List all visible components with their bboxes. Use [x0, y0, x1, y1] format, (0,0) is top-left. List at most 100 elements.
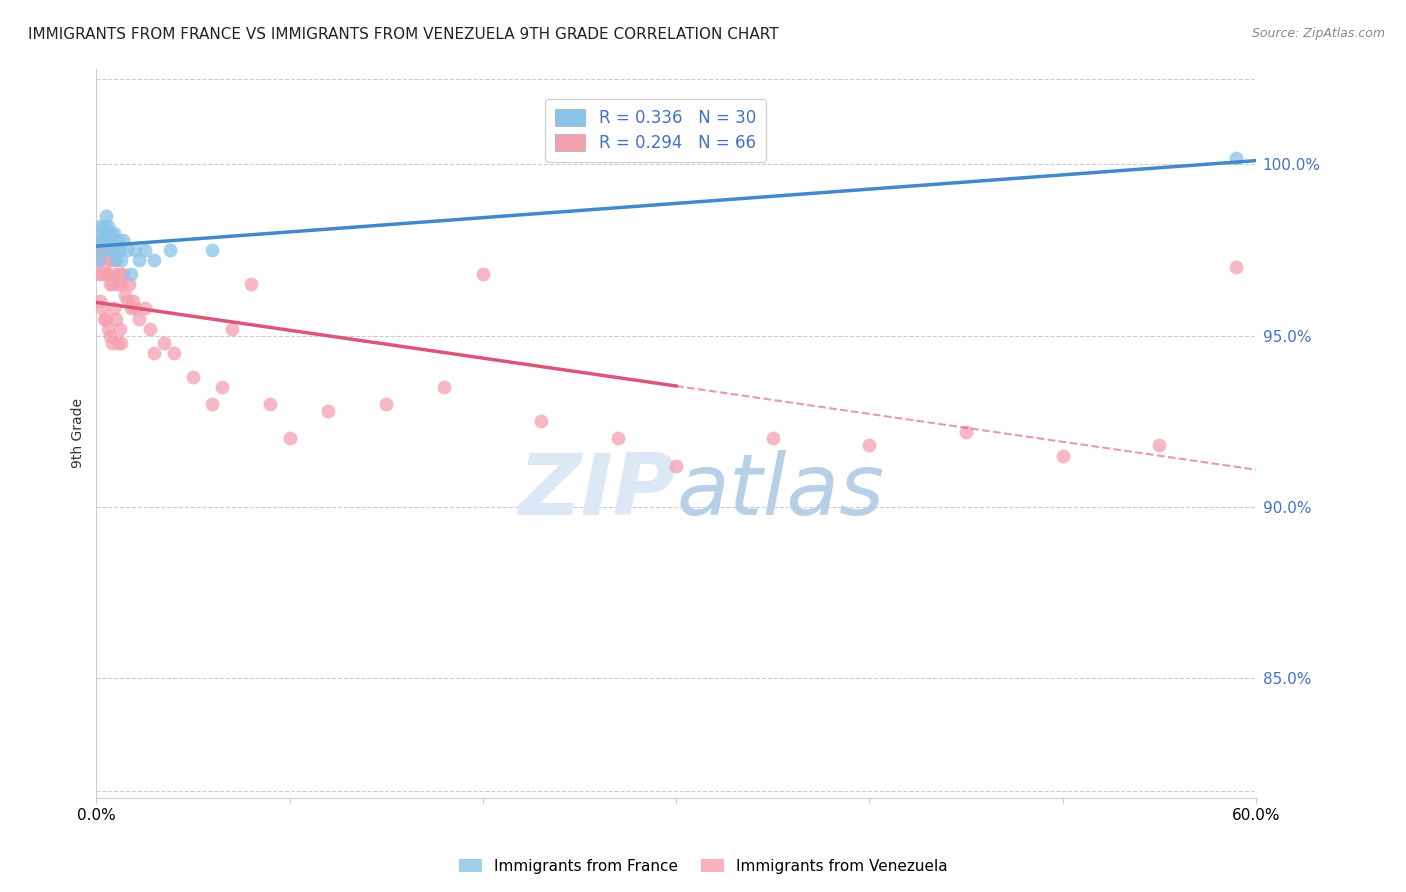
Point [104, 311, 127, 326]
Point [128, 311, 150, 326]
Point [89, 233, 111, 247]
Point [471, 267, 494, 281]
Point [221, 322, 243, 336]
Point [104, 243, 127, 257]
Point [98, 328, 121, 343]
Point [101, 335, 124, 350]
Point [89, 253, 111, 268]
Point [87, 243, 110, 257]
Point [107, 233, 129, 247]
Point [117, 243, 139, 257]
Point [163, 346, 186, 360]
Point [124, 301, 146, 316]
Point [97, 267, 120, 281]
Point [103, 253, 125, 268]
Point [97, 322, 120, 336]
Point [98, 277, 121, 292]
Point [97, 219, 120, 233]
Point [94, 311, 117, 326]
Point [108, 243, 131, 257]
Legend: Immigrants from France, Immigrants from Venezuela: Immigrants from France, Immigrants from … [453, 853, 953, 880]
Point [93, 233, 115, 247]
Text: IMMIGRANTS FROM FRANCE VS IMMIGRANTS FROM VENEZUELA 9TH GRADE CORRELATION CHART: IMMIGRANTS FROM FRANCE VS IMMIGRANTS FRO… [28, 27, 779, 42]
Point [91, 243, 114, 257]
Point [104, 267, 127, 281]
Text: Source: ZipAtlas.com: Source: ZipAtlas.com [1251, 27, 1385, 40]
Point [201, 243, 224, 257]
Point [159, 243, 181, 257]
Point [107, 277, 129, 292]
Point [762, 432, 785, 446]
Point [128, 253, 150, 268]
Point [101, 277, 124, 292]
Point [94, 243, 117, 257]
Point [89, 233, 111, 247]
Point [107, 335, 129, 350]
Point [97, 233, 120, 247]
Point [87, 267, 110, 281]
Point [120, 301, 142, 316]
Point [103, 226, 125, 240]
Point [98, 253, 121, 268]
Point [94, 226, 117, 240]
Point [316, 404, 339, 418]
Point [122, 294, 145, 309]
Point [955, 425, 977, 439]
Point [134, 243, 156, 257]
Y-axis label: 9th Grade: 9th Grade [72, 399, 86, 468]
Point [108, 322, 131, 336]
Point [94, 267, 117, 281]
Point [259, 397, 281, 411]
Point [1147, 438, 1170, 452]
Point [665, 458, 688, 473]
Point [98, 243, 121, 257]
Legend: R = 0.336   N = 30, R = 0.294   N = 66: R = 0.336 N = 30, R = 0.294 N = 66 [546, 99, 766, 161]
Point [118, 277, 141, 292]
Point [108, 267, 131, 281]
Point [110, 253, 132, 268]
Point [239, 277, 262, 292]
Point [91, 226, 114, 240]
Point [89, 219, 111, 233]
Point [101, 233, 124, 247]
Point [134, 301, 156, 316]
Point [120, 267, 142, 281]
Point [98, 226, 121, 240]
Point [201, 397, 224, 411]
Point [93, 233, 115, 247]
Point [112, 233, 135, 247]
Point [101, 243, 124, 257]
Point [1225, 260, 1247, 275]
Point [112, 267, 135, 281]
Point [530, 414, 553, 428]
Point [181, 369, 204, 384]
Point [87, 253, 110, 268]
Point [1225, 151, 1247, 165]
Point [1052, 449, 1074, 463]
Point [89, 294, 111, 309]
Point [93, 260, 115, 275]
Point [278, 432, 301, 446]
Point [153, 335, 176, 350]
Point [211, 380, 233, 394]
Point [104, 253, 127, 268]
Point [93, 219, 115, 233]
Text: atlas: atlas [676, 450, 884, 533]
Point [91, 267, 114, 281]
Point [143, 346, 166, 360]
Point [143, 253, 166, 268]
Point [117, 294, 139, 309]
Point [433, 380, 456, 394]
Point [139, 322, 162, 336]
Point [110, 277, 132, 292]
Point [91, 301, 114, 316]
Point [607, 432, 630, 446]
Point [103, 301, 125, 316]
Point [114, 287, 136, 301]
Text: ZIP: ZIP [519, 450, 676, 533]
Point [93, 311, 115, 326]
Point [91, 243, 114, 257]
Point [97, 243, 120, 257]
Point [124, 243, 146, 257]
Point [375, 397, 398, 411]
